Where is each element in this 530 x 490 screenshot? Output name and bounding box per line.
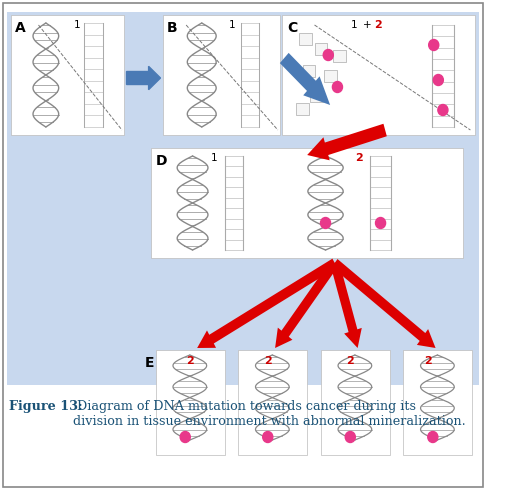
Text: D: D [156, 154, 167, 168]
Text: 2: 2 [347, 356, 355, 366]
Bar [282, 15, 475, 135]
Text: 2: 2 [186, 356, 194, 366]
Circle shape [263, 432, 273, 442]
Polygon shape [330, 262, 362, 348]
Bar [333, 50, 346, 62]
Text: 2: 2 [264, 356, 272, 366]
Bar [314, 43, 328, 55]
FancyBboxPatch shape [3, 3, 483, 487]
Bar [163, 15, 280, 135]
Bar [151, 148, 463, 258]
Text: 2: 2 [355, 153, 363, 163]
Text: 2: 2 [374, 20, 382, 30]
Bar [11, 15, 124, 135]
Text: A: A [15, 21, 25, 35]
Bar [324, 70, 337, 82]
Circle shape [433, 74, 444, 85]
Bar [299, 33, 312, 45]
Text: +: + [363, 20, 372, 30]
Circle shape [345, 432, 355, 442]
Circle shape [428, 432, 438, 442]
Text: B: B [167, 21, 178, 35]
Text: Diagram of DNA mutation towards cancer during its
division in tissue environment: Diagram of DNA mutation towards cancer d… [73, 400, 466, 428]
Circle shape [332, 81, 342, 93]
Text: 1: 1 [351, 20, 358, 30]
Circle shape [375, 218, 386, 228]
Circle shape [323, 49, 333, 60]
Bar [296, 103, 309, 115]
Bar [321, 350, 390, 455]
Bar [403, 350, 472, 455]
Polygon shape [197, 259, 337, 348]
Circle shape [321, 218, 331, 228]
Polygon shape [307, 124, 387, 160]
Text: 1: 1 [211, 153, 217, 163]
Bar [310, 90, 323, 102]
Text: C: C [287, 21, 297, 35]
Circle shape [438, 104, 448, 116]
Polygon shape [275, 260, 338, 348]
Bar [156, 350, 225, 455]
Text: E: E [145, 356, 154, 370]
Bar [303, 65, 315, 77]
Circle shape [429, 40, 439, 50]
Bar [7, 12, 479, 385]
Polygon shape [332, 259, 436, 348]
Circle shape [180, 432, 190, 442]
Text: Figure 13:: Figure 13: [9, 400, 83, 413]
Bar [238, 350, 307, 455]
Polygon shape [280, 53, 330, 105]
Text: 1: 1 [73, 20, 80, 30]
Text: 2: 2 [425, 356, 432, 366]
FancyArrow shape [127, 66, 161, 90]
Text: 1: 1 [229, 20, 236, 30]
